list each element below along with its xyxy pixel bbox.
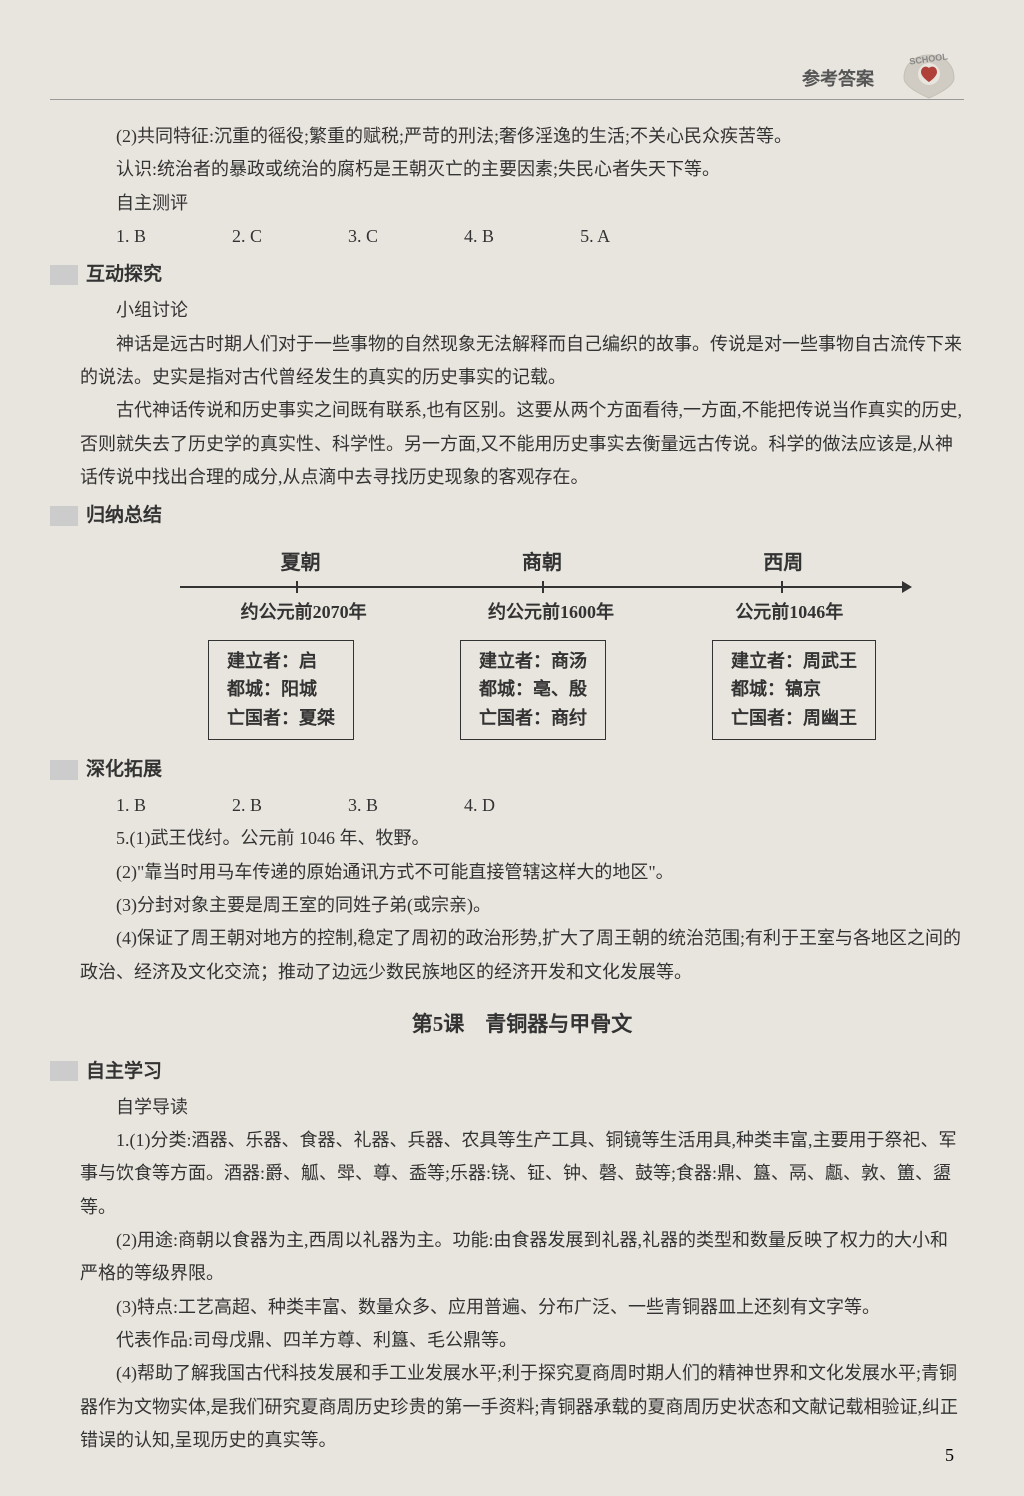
- box-line: 建立者：启: [227, 647, 335, 676]
- paragraph: (4)帮助了解我国古代科技发展和手工业发展水平;利于探究夏商周时期人们的精神世界…: [80, 1357, 964, 1457]
- paragraph: 自学导读: [80, 1091, 964, 1124]
- paragraph: 自主测评: [80, 187, 964, 220]
- paragraph: 5.(1)武王伐纣。公元前 1046 年、牧野。: [80, 822, 964, 855]
- timeline-axis: [180, 586, 904, 588]
- paragraph: (2)共同特征:沉重的徭役;繁重的赋税;严苛的刑法;奢侈淫逸的生活;不关心民众疾…: [80, 120, 964, 153]
- paragraph: 古代神话传说和历史事实之间既有联系,也有区别。这要从两个方面看待,一方面,不能把…: [80, 394, 964, 494]
- section-title: 深化拓展: [86, 752, 162, 787]
- content-area: (2)共同特征:沉重的徭役;繁重的赋税;严苛的刑法;奢侈淫逸的生活;不关心民众疾…: [50, 120, 964, 1457]
- timeline-dynasties: 夏朝 商朝 西周: [180, 545, 904, 582]
- box-line: 都城：亳、殷: [479, 675, 587, 704]
- box-line: 建立者：商汤: [479, 647, 587, 676]
- answer-item: 4. B: [428, 220, 494, 253]
- dynasty-label: 西周: [763, 545, 803, 582]
- paragraph: (3)特点:工艺高超、种类丰富、数量众多、应用普遍、分布广泛、一些青铜器皿上还刻…: [80, 1291, 964, 1324]
- box-line: 亡国者：商纣: [479, 704, 587, 733]
- answer-item: 5. A: [544, 220, 610, 253]
- dynasty-box: 建立者：周武王 都城：镐京 亡国者：周幽王: [712, 640, 876, 740]
- box-line: 亡国者：周幽王: [731, 704, 857, 733]
- answer-item: 1. B: [80, 789, 146, 822]
- header-title: 参考答案: [802, 65, 874, 91]
- section-marker-icon: [50, 1061, 78, 1081]
- dynasty-box: 建立者：启 都城：阳城 亡国者：夏桀: [208, 640, 354, 740]
- paragraph: (2)"靠当时用马车传递的原始通讯方式不可能直接管辖这样大的地区"。: [80, 856, 964, 889]
- section-header: 归纳总结: [50, 498, 964, 533]
- timeline-boxes: 建立者：启 都城：阳城 亡国者：夏桀 建立者：商汤 都城：亳、殷 亡国者：商纣 …: [180, 640, 904, 740]
- paragraph: 代表作品:司母戊鼎、四羊方尊、利簋、毛公鼎等。: [80, 1324, 964, 1357]
- paragraph: 神话是远古时期人们对于一些事物的自然现象无法解释而自己编织的故事。传说是对一些事…: [80, 328, 964, 395]
- date-label: 公元前1046年: [735, 596, 843, 629]
- answer-item: 2. C: [196, 220, 262, 253]
- date-label: 约公元前1600年: [488, 596, 614, 629]
- date-label: 约公元前2070年: [241, 596, 367, 629]
- paragraph: (4)保证了周王朝对地方的控制,稳定了周初的政治形势,扩大了周王朝的统治范围;有…: [80, 922, 964, 989]
- paragraph: (2)用途:商朝以食器为主,西周以礼器为主。功能:由食器发展到礼器,礼器的类型和…: [80, 1224, 964, 1291]
- answer-item: 2. B: [196, 789, 262, 822]
- answer-row: 1. B 2. C 3. C 4. B 5. A: [80, 220, 964, 253]
- answer-item: 4. D: [428, 789, 495, 822]
- box-line: 亡国者：夏桀: [227, 704, 335, 733]
- answer-item: 1. B: [80, 220, 146, 253]
- box-line: 都城：阳城: [227, 675, 335, 704]
- section-header: 自主学习: [50, 1054, 964, 1089]
- section-marker-icon: [50, 760, 78, 780]
- paragraph: 1.(1)分类:酒器、乐器、食器、礼器、兵器、农具等生产工具、铜镜等生活用具,种…: [80, 1124, 964, 1224]
- page-number: 5: [945, 1445, 954, 1466]
- box-line: 建立者：周武王: [731, 647, 857, 676]
- dynasty-label: 商朝: [522, 545, 562, 582]
- paragraph: 小组讨论: [80, 294, 964, 327]
- section-title: 归纳总结: [86, 498, 162, 533]
- answer-item: 3. B: [312, 789, 378, 822]
- section-title: 互动探究: [86, 257, 162, 292]
- timeline-dates: 约公元前2070年 约公元前1600年 公元前1046年: [180, 596, 904, 629]
- section-marker-icon: [50, 506, 78, 526]
- timeline-diagram: 夏朝 商朝 西周 约公元前2070年 约公元前1600年 公元前1046年 建立…: [180, 545, 904, 740]
- paragraph: (3)分封对象主要是周王室的同姓子弟(或宗亲)。: [80, 889, 964, 922]
- page-header: 参考答案 SCHOOL: [50, 50, 964, 100]
- section-header: 互动探究: [50, 257, 964, 292]
- answer-row: 1. B 2. B 3. B 4. D: [80, 789, 964, 822]
- paragraph: 认识:统治者的暴政或统治的腐朽是王朝灭亡的主要因素;失民心者失天下等。: [80, 153, 964, 186]
- dynasty-label: 夏朝: [281, 545, 321, 582]
- section-marker-icon: [50, 265, 78, 285]
- box-line: 都城：镐京: [731, 675, 857, 704]
- section-title: 自主学习: [86, 1054, 162, 1089]
- lesson-title: 第5课 青铜器与甲骨文: [80, 1005, 964, 1044]
- school-logo-icon: SCHOOL: [894, 50, 964, 100]
- dynasty-box: 建立者：商汤 都城：亳、殷 亡国者：商纣: [460, 640, 606, 740]
- section-header: 深化拓展: [50, 752, 964, 787]
- answer-item: 3. C: [312, 220, 378, 253]
